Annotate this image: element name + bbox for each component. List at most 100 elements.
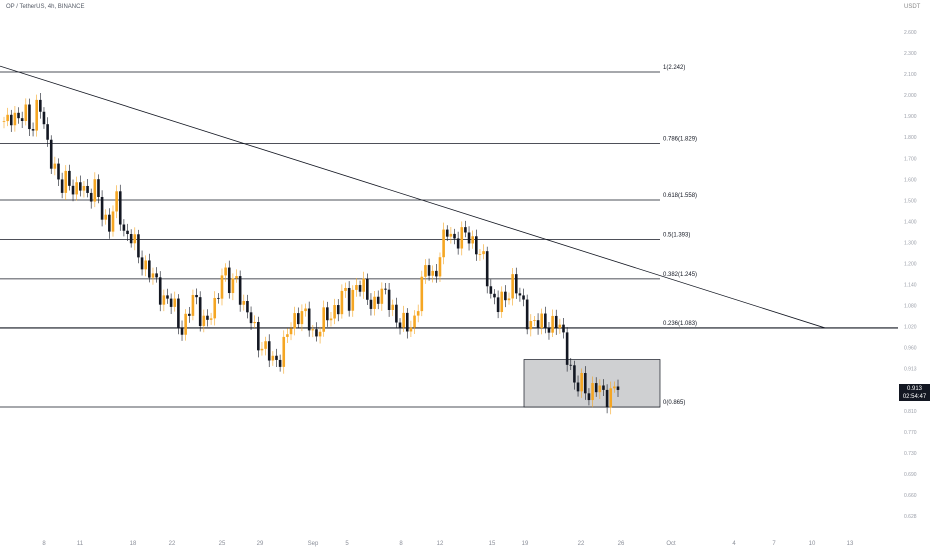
candle-body (511, 274, 514, 299)
price-tick-label: 1.600 (904, 177, 917, 183)
candle-body (148, 260, 151, 278)
candle-body (213, 297, 217, 319)
date-tick-label: Sep (308, 541, 319, 547)
candle-body (155, 273, 158, 278)
candle-body (289, 328, 293, 335)
candle-body (464, 227, 467, 233)
price-axis: 2.600 2.300 2.100 2.000 1.900 1.800 1.700 1.600… (904, 30, 917, 520)
candle-body (242, 301, 246, 305)
fib-levels-group: 1(2.242) 0.786(1.829) 0.618(1.558) 0.5(1.39… (0, 65, 898, 408)
candle-body (71, 185, 75, 195)
candle-body (576, 382, 580, 392)
candle-body (257, 321, 260, 351)
date-tick-label: 19 (522, 541, 529, 547)
candle-body (24, 104, 28, 122)
candle-body (202, 315, 206, 326)
candle-body (115, 191, 118, 212)
date-tick-label: 22 (578, 541, 585, 547)
candle-body (231, 278, 235, 294)
candle-body (544, 313, 547, 328)
candle-body (380, 288, 384, 304)
candle-body (500, 291, 504, 313)
date-tick-label: 7 (772, 541, 776, 547)
candle-body (376, 296, 380, 304)
candle-body (507, 298, 511, 301)
price-tick-label: 0.628 (904, 514, 917, 520)
candle-body (416, 311, 420, 316)
candle-body (467, 232, 471, 244)
candle-body (82, 185, 86, 191)
candle-body (540, 313, 544, 329)
candle-body (565, 332, 569, 365)
trendline-group (0, 65, 826, 329)
candle-body (304, 308, 307, 312)
price-tick-label: 2.300 (904, 51, 917, 57)
candle-body (340, 290, 344, 315)
candle-body (300, 311, 304, 325)
candle-body (64, 170, 68, 193)
price-tick-label: 0.960 (904, 346, 917, 352)
candle-body (569, 364, 573, 366)
candle-body (53, 163, 57, 169)
current-price-badge: 0.913 02:54:47 (899, 384, 930, 401)
candle-body (533, 320, 536, 322)
candle-body (140, 257, 144, 270)
candle-body (315, 329, 318, 337)
candle-body (402, 312, 405, 328)
fib-label: 0(0.865) (663, 400, 685, 406)
fib-label: 0.786(1.829) (663, 137, 697, 143)
candle-body (558, 324, 562, 328)
candle-body (100, 196, 104, 220)
candle-body (187, 313, 191, 316)
candle-body (547, 327, 551, 333)
date-tick-label: 29 (257, 541, 264, 547)
candle-body (227, 267, 231, 294)
price-tick-label: 1.020 (904, 325, 917, 331)
candle-body (278, 359, 282, 367)
candle-body (442, 229, 445, 258)
fib-label: 0.618(1.558) (663, 193, 697, 199)
fib-label: 0.5(1.393) (663, 232, 690, 238)
candle-body (598, 385, 602, 393)
candle-body (311, 329, 315, 331)
candle-body (322, 307, 326, 332)
candle-body (206, 315, 209, 320)
candle-body (13, 112, 17, 126)
candle-body (122, 224, 126, 231)
candle-body (184, 313, 187, 335)
candle-body (326, 307, 329, 321)
candle-body (427, 265, 431, 276)
candle-body (158, 277, 162, 305)
price-tick-label: 0.913 (904, 367, 917, 373)
candle-body (336, 305, 340, 315)
candle-body (333, 305, 336, 319)
candle-body (489, 286, 493, 294)
date-tick-label: 12 (437, 541, 444, 547)
price-tick-label: 2.000 (904, 93, 917, 99)
candle-body (271, 355, 275, 361)
price-tick-label: 0.770 (904, 430, 917, 436)
price-tick-label: 0.730 (904, 451, 917, 457)
date-tick-label: 4 (732, 541, 736, 547)
candle-body (75, 182, 78, 195)
candle-body (355, 285, 358, 290)
date-tick-label: 26 (618, 541, 625, 547)
candle-body (144, 260, 147, 270)
price-tick-label: 0.810 (904, 409, 917, 415)
candle-body (449, 233, 453, 237)
price-tick-label: 1.700 (904, 156, 917, 162)
date-tick-label: 22 (169, 541, 176, 547)
price-tick-label: 1.200 (904, 261, 917, 267)
candle-body (409, 327, 413, 332)
price-tick-label: 1.500 (904, 198, 917, 204)
candle-body (347, 287, 351, 311)
candle-body (93, 179, 97, 202)
candle-body (587, 393, 591, 401)
candle-body (373, 296, 376, 309)
candle-body (475, 236, 478, 255)
candle-body (387, 289, 391, 311)
candle-body (180, 327, 184, 335)
date-tick-label: 8 (399, 541, 403, 547)
candle-body (424, 265, 427, 277)
